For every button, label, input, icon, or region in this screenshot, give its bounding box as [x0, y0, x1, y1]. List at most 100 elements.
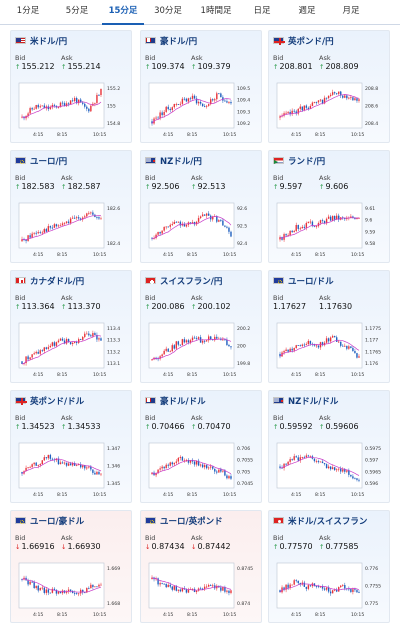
currency-card[interactable]: ユーロ/英ポンド Bid Ask ↓0.87434 ↓0.87442 0.8745 0.87…: [140, 510, 262, 623]
currency-card[interactable]: ユーロ/円 Bid Ask ↑182.583 ↑182.587 182.6 182.4 4:1…: [10, 150, 132, 263]
candle-body: [31, 581, 33, 583]
candle-body: [100, 584, 102, 586]
currency-pair-title[interactable]: 米ドル/スイスフラン: [273, 515, 367, 527]
currency-pair-title[interactable]: 英ポンド/円: [273, 35, 334, 47]
candle-body: [301, 344, 303, 346]
pair-name: スイスフラン/円: [160, 277, 223, 287]
candle-body: [65, 103, 68, 107]
currency-card[interactable]: 英ポンド/ドル Bid Ask ↑1.34523 ↑1.34533 1.347 1.346 1…: [10, 390, 132, 503]
x-tick-label: 10:15: [351, 612, 364, 618]
candle-body: [49, 592, 52, 594]
candle-body: [222, 587, 224, 591]
currency-pair-title[interactable]: 米ドル/円: [15, 35, 67, 47]
candlestick-chart[interactable]: 155.2 155 154.8 4:15 8:15 10:15: [15, 80, 128, 140]
candle-body: [185, 340, 188, 343]
candle-body: [354, 98, 356, 101]
candlestick-chart[interactable]: 1.347 1.346 1.345 4:15 8:15 10:15: [15, 440, 128, 500]
candlestick-chart[interactable]: 182.6 182.4 4:15 8:15 10:15: [15, 200, 128, 260]
x-tick-label: 8:15: [57, 492, 67, 498]
candle-body: [159, 231, 161, 234]
pair-name: ユーロ/英ポンド: [160, 517, 223, 527]
tab-1[interactable]: 5分足: [65, 6, 89, 16]
currency-pair-title[interactable]: スイスフラン/円: [145, 275, 222, 287]
candle-body: [309, 456, 312, 458]
currency-pair-title[interactable]: 英ポンド/ドル: [15, 395, 84, 407]
pair-name: ユーロ/ドル: [288, 277, 334, 287]
currency-pair-title[interactable]: ユーロ/円: [15, 155, 67, 167]
candlestick-chart[interactable]: 92.6 92.5 92.4 4:15 8:15 10:15: [145, 200, 258, 260]
y-tick-label: 0.7045: [237, 481, 253, 487]
candle-body: [220, 469, 222, 472]
candle-body: [80, 464, 82, 468]
currency-card[interactable]: ユーロ/豪ドル Bid Ask ↓1.66916 ↓1.66930 1.669 1.668 4…: [10, 510, 132, 623]
candlestick-chart[interactable]: 1.1775 1.177 1.1765 1.176 4:15 8:15 10:15: [273, 320, 386, 380]
candlestick-chart[interactable]: 0.8745 0.874 4:15 8:15 10:15: [145, 560, 258, 620]
candle-body: [98, 217, 100, 219]
tab-6[interactable]: 週足: [298, 6, 316, 16]
currency-card[interactable]: 米ドル/スイスフラン Bid Ask ↑0.77570 ↑0.77585 0.776 0.7…: [268, 510, 390, 623]
currency-card[interactable]: カナダドル/円 Bid Ask ↑113.364 ↑113.370 113.4 113.3 1…: [10, 270, 132, 383]
currency-card[interactable]: 豪ドル/ドル Bid Ask ↑0.70466 ↑0.70470 0.706 0.7055 0…: [140, 390, 262, 503]
x-tick-label: 10:15: [223, 612, 236, 618]
candle-body: [319, 461, 322, 463]
currency-pair-title[interactable]: 豪ドル/円: [145, 35, 197, 47]
currency-card[interactable]: ランド/円 Bid Ask ↑9.597 ↑9.606 9.61 9.6 9.59 9.58 4:…: [268, 150, 390, 263]
currency-pair-title[interactable]: NZドル/円: [145, 155, 202, 167]
candle-body: [100, 218, 102, 220]
tab-0[interactable]: 1分足: [16, 6, 40, 16]
currency-pair-title[interactable]: 豪ドル/ドル: [145, 395, 206, 407]
currency-pair-title[interactable]: NZドル/ドル: [273, 395, 338, 407]
candle-body: [84, 333, 86, 337]
candlestick-chart[interactable]: 0.706 0.7055 0.705 0.7045 4:15 8:15 10:15: [145, 440, 258, 500]
candle-body: [279, 116, 281, 118]
candle-body: [69, 100, 72, 105]
tab-4[interactable]: 1時間足: [200, 6, 232, 16]
candle-body: [222, 97, 224, 101]
currency-card[interactable]: NZドル/円 Bid Ask ↑92.506 ↑92.513 92.6 92.5 92.4 4:…: [140, 150, 262, 263]
candlestick-chart[interactable]: 1.669 1.668 4:15 8:15 10:15: [15, 560, 128, 620]
currency-pair-title[interactable]: カナダドル/円: [15, 275, 84, 287]
currency-pair-title[interactable]: ユーロ/ドル: [273, 275, 334, 287]
up-arrow-icon: ↑: [319, 543, 325, 551]
currency-card[interactable]: スイスフラン/円 Bid Ask ↑200.086 ↑200.102 200.2 200 19…: [140, 270, 262, 383]
candle-body: [88, 587, 90, 589]
y-tick-label: 0.8745: [237, 566, 253, 572]
moving-average-line: [21, 335, 102, 365]
candle-body: [175, 586, 178, 591]
candle-body: [21, 239, 23, 242]
candle-body: [344, 217, 346, 220]
x-tick-label: 8:15: [187, 372, 197, 378]
candle-body: [327, 216, 330, 219]
candle-body: [21, 472, 23, 474]
currency-card[interactable]: 米ドル/円 Bid Ask ↑155.212 ↑155.214 155.2 155 154.8…: [10, 30, 132, 143]
candle-body: [307, 340, 310, 345]
candle-body: [171, 586, 173, 590]
currency-pair-title[interactable]: ユーロ/英ポンド: [145, 515, 223, 527]
candlestick-chart[interactable]: 113.4 113.3 113.2 113.1 4:15 8:15 10:15: [15, 320, 128, 380]
currency-pair-title[interactable]: ユーロ/豪ドル: [15, 515, 84, 527]
currency-card[interactable]: 豪ドル/円 Bid Ask ↑109.374 ↑109.379 109.5 109.4 109…: [140, 30, 262, 143]
candlestick-chart[interactable]: 0.5975 0.597 0.5965 0.596 4:15 8:15 10:15: [273, 440, 386, 500]
tab-5[interactable]: 日足: [253, 6, 271, 16]
candle-body: [293, 230, 295, 233]
candle-body: [51, 588, 54, 593]
candle-body: [183, 460, 186, 462]
y-tick-label: 182.6: [107, 206, 120, 212]
tab-7[interactable]: 月足: [342, 6, 360, 16]
candlestick-chart[interactable]: 9.61 9.6 9.59 9.58 4:15 8:15 10:15: [273, 200, 386, 260]
candle-body: [301, 106, 303, 111]
tab-3[interactable]: 30分足: [154, 6, 182, 16]
up-arrow-icon: ↑: [15, 303, 21, 311]
currency-card[interactable]: NZドル/ドル Bid Ask ↑0.59592 ↑0.59606 0.5975 0.597…: [268, 390, 390, 503]
candlestick-chart[interactable]: 109.5 109.4 109.3 109.2 4:15 8:15 10:15: [145, 80, 258, 140]
currency-card[interactable]: 英ポンド/円 Bid Ask ↑208.801 ↑208.809 208.8 208.6 20…: [268, 30, 390, 143]
candlestick-chart[interactable]: 208.8 208.6 208.4 4:15 8:15 10:15: [273, 80, 386, 140]
candlestick-chart[interactable]: 0.776 0.7755 0.775 4:15 8:15 10:15: [273, 560, 386, 620]
candle-body: [329, 466, 332, 470]
candle-body: [222, 220, 224, 226]
currency-pair-title[interactable]: ランド/円: [273, 155, 325, 167]
currency-card[interactable]: ユーロ/ドル Bid Ask 1.17627 1.17630 1.1775 1.177 1.1…: [268, 270, 390, 383]
candle-body: [342, 585, 344, 586]
candlestick-chart[interactable]: 200.2 200 199.8 4:15 8:15 10:15: [145, 320, 258, 380]
tab-2[interactable]: 15分足: [102, 0, 144, 25]
